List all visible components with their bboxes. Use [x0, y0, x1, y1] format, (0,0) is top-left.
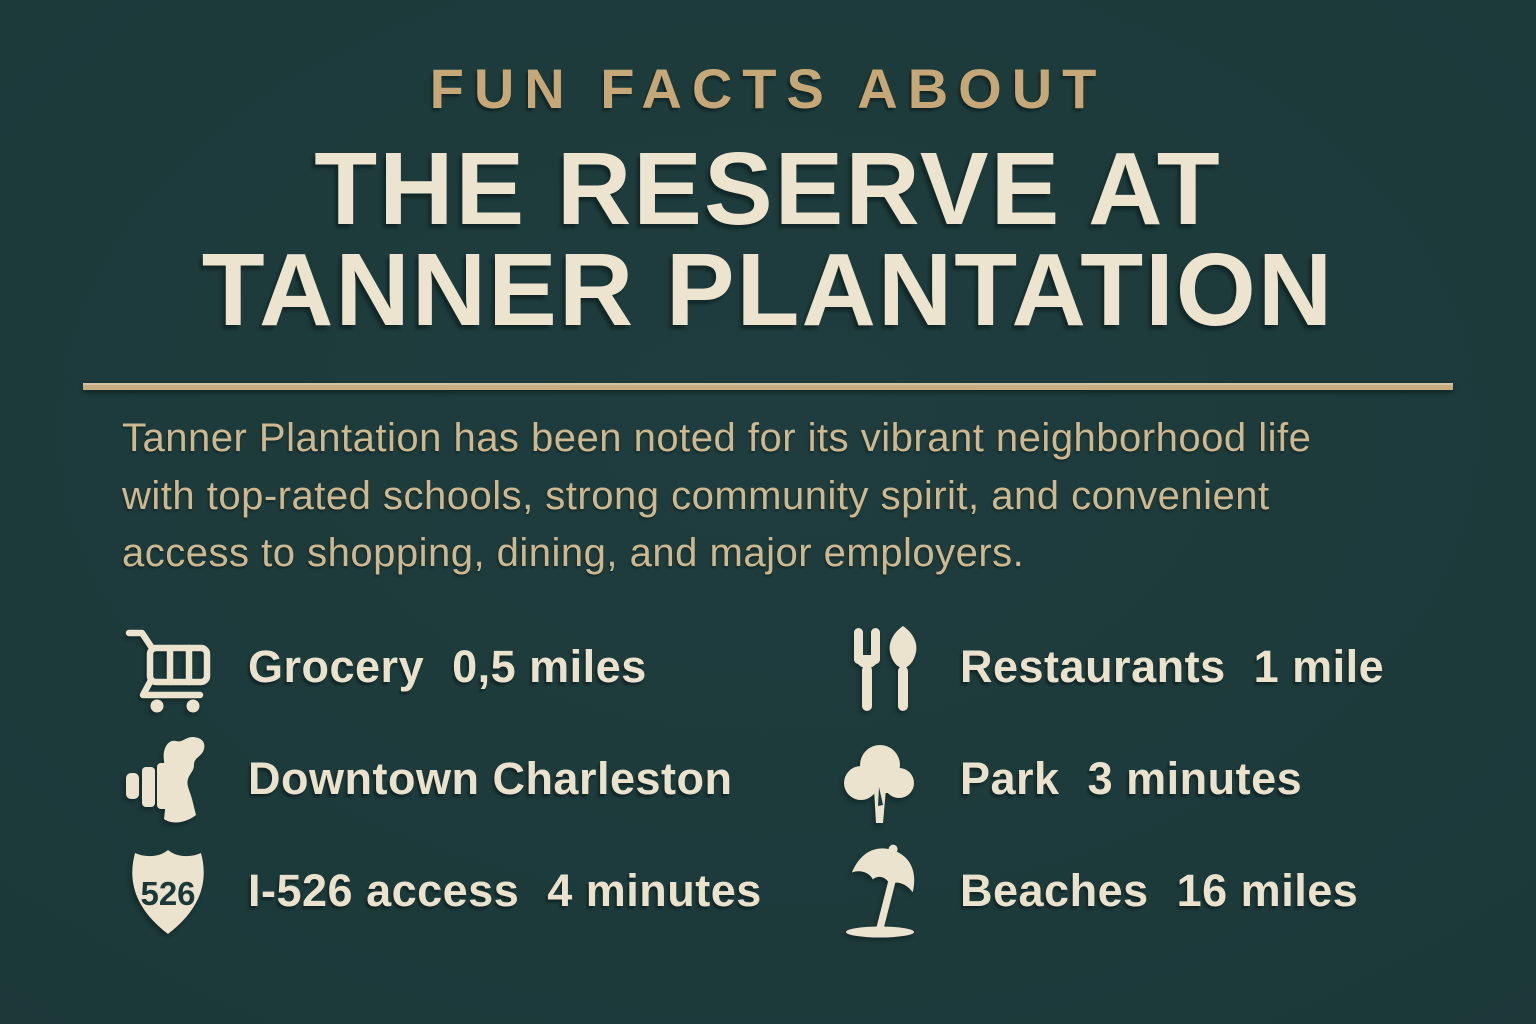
divider-rule: [83, 383, 1453, 390]
header: FUN FACTS ABOUT THE RESERVE AT TANNER PL…: [0, 0, 1536, 347]
fact-row-i526: 526 I-526 access 4 minutes: [120, 843, 832, 939]
title-line-1: THE RESERVE AT: [314, 131, 1222, 246]
fact-label: Grocery: [248, 640, 425, 692]
fact-value: 0,5 miles: [452, 640, 647, 692]
downtown-flag-icon: [120, 731, 216, 827]
fact-label: Downtown Charleston: [248, 752, 733, 804]
fact-row-grocery: Grocery 0,5 miles: [120, 619, 832, 715]
fact-label: Park: [960, 752, 1060, 804]
fact-label: Beaches: [960, 864, 1149, 916]
intro-paragraph: Tanner Plantation has been noted for its…: [122, 410, 1416, 583]
shield-number: 526: [140, 875, 195, 912]
tree-icon: [832, 731, 928, 827]
intro-line: Tanner Plantation has been noted for its…: [122, 416, 1312, 460]
fact-row-downtown: Downtown Charleston: [120, 731, 832, 827]
intro-line: access to shopping, dining, and major em…: [122, 531, 1025, 575]
fact-value: 3 minutes: [1087, 752, 1303, 804]
restaurant-icon: [832, 619, 928, 715]
highway-shield-icon: 526: [120, 843, 216, 939]
fact-value: 1 mile: [1253, 640, 1385, 692]
fact-label: Restaurants: [960, 640, 1226, 692]
page-title: THE RESERVE AT TANNER PLANTATION: [0, 131, 1536, 347]
kicker-text: FUN FACTS ABOUT: [429, 57, 1107, 120]
facts-grid: Grocery 0,5 miles Downtown Charleston: [120, 619, 1536, 939]
shopping-cart-icon: [120, 619, 216, 715]
fact-row-restaurants: Restaurants 1 mile: [832, 619, 1536, 715]
beach-umbrella-icon: [832, 843, 928, 939]
fact-label: I-526 access: [248, 864, 520, 916]
fact-value: 16 miles: [1176, 864, 1359, 916]
fact-row-beaches: Beaches 16 miles: [832, 843, 1536, 939]
fact-row-park: Park 3 minutes: [832, 731, 1536, 827]
fact-value: 4 minutes: [547, 864, 762, 916]
title-line-2: TANNER PLANTATION: [201, 232, 1335, 347]
intro-line: with top-rated schools, strong community…: [122, 473, 1270, 518]
